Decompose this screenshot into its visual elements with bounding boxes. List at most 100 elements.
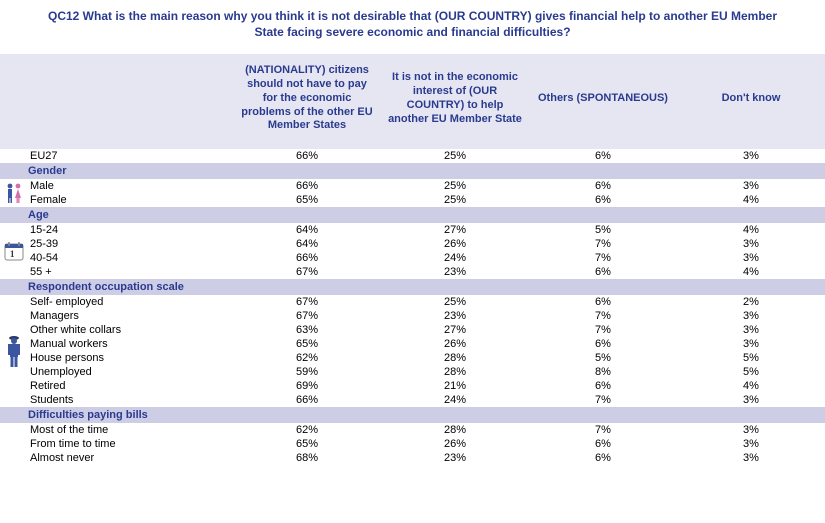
cell-value: 69% (233, 379, 381, 393)
cell-value: 4% (677, 265, 825, 279)
cell-value: 5% (529, 351, 677, 365)
cell-value: 66% (233, 251, 381, 265)
cell-value: 21% (381, 379, 529, 393)
table-row: Managers67%23%7%3% (0, 309, 825, 323)
cell-value: 6% (529, 437, 677, 451)
cell-value: 3% (677, 423, 825, 437)
section-header-row: Gender (0, 163, 825, 179)
section-header-label: Age (28, 207, 825, 223)
cell-value: 68% (233, 451, 381, 465)
cell-value: 59% (233, 365, 381, 379)
section-header-label: Gender (28, 163, 825, 179)
table-row: 55 +67%23%6%4% (0, 265, 825, 279)
gender-icon (0, 179, 28, 207)
cell-value: 63% (233, 323, 381, 337)
row-label: EU27 (28, 149, 233, 163)
table-row: Unemployed59%28%8%5% (0, 365, 825, 379)
row-label: 55 + (28, 265, 233, 279)
row-label: Retired (28, 379, 233, 393)
cell-value: 25% (381, 295, 529, 309)
cell-value: 3% (677, 251, 825, 265)
cell-value: 3% (677, 393, 825, 407)
cell-value: 7% (529, 323, 677, 337)
cell-value: 62% (233, 351, 381, 365)
cell-value: 2% (677, 295, 825, 309)
section-header-label: Difficulties paying bills (28, 407, 825, 423)
cell-value: 6% (529, 295, 677, 309)
column-headers-row: (NATIONALITY) citizens should not have t… (0, 54, 825, 143)
table-row: Other white collars63%27%7%3% (0, 323, 825, 337)
cell-value: 66% (233, 179, 381, 193)
cell-value: 3% (677, 337, 825, 351)
section-header-row: Difficulties paying bills (0, 407, 825, 423)
row-label: From time to time (28, 437, 233, 451)
crosstab-table: (NATIONALITY) citizens should not have t… (0, 54, 825, 465)
cell-value: 26% (381, 337, 529, 351)
row-label: Unemployed (28, 365, 233, 379)
cell-value: 3% (677, 309, 825, 323)
row-label: Male (28, 179, 233, 193)
cell-value: 67% (233, 265, 381, 279)
row-label: Managers (28, 309, 233, 323)
table-row: Female65%25%6%4% (0, 193, 825, 207)
cell-value: 5% (677, 351, 825, 365)
cell-value: 64% (233, 223, 381, 237)
cell-value: 24% (381, 393, 529, 407)
cell-value: 7% (529, 237, 677, 251)
cell-value: 25% (381, 149, 529, 163)
cell-value: 26% (381, 237, 529, 251)
cell-value: 7% (529, 251, 677, 265)
cell-value: 6% (529, 265, 677, 279)
section-header-label: Respondent occupation scale (28, 279, 825, 295)
table-row: From time to time65%26%6%3% (0, 437, 825, 451)
col-header-4: Don't know (677, 54, 825, 143)
cell-value: 65% (233, 437, 381, 451)
cell-value: 3% (677, 149, 825, 163)
cell-value: 4% (677, 193, 825, 207)
cell-value: 6% (529, 451, 677, 465)
row-label: Students (28, 393, 233, 407)
row-label: 15-24 (28, 223, 233, 237)
cell-value: 27% (381, 323, 529, 337)
table-row: 40-5466%24%7%3% (0, 251, 825, 265)
cell-value: 62% (233, 423, 381, 437)
table-row: House persons62%28%5%5% (0, 351, 825, 365)
section-icon-cell (0, 207, 28, 223)
cell-value: 27% (381, 223, 529, 237)
row-label: 40-54 (28, 251, 233, 265)
section-icon-cell (0, 407, 28, 423)
col-header-3: Others (SPONTANEOUS) (529, 54, 677, 143)
cell-value: 6% (529, 193, 677, 207)
table-row: Retired69%21%6%4% (0, 379, 825, 393)
cell-value: 26% (381, 437, 529, 451)
cell-value: 6% (529, 379, 677, 393)
cell-value: 28% (381, 351, 529, 365)
table-row: Self- employed67%25%6%2% (0, 295, 825, 309)
cell-value: 4% (677, 223, 825, 237)
row-label: Other white collars (28, 323, 233, 337)
table-row: Students66%24%7%3% (0, 393, 825, 407)
cell-value: 4% (677, 379, 825, 393)
col-header-1: (NATIONALITY) citizens should not have t… (233, 54, 381, 143)
cell-value: 65% (233, 337, 381, 351)
cell-value: 8% (529, 365, 677, 379)
cell-value: 25% (381, 179, 529, 193)
cell-value: 25% (381, 193, 529, 207)
cell-value: 6% (529, 337, 677, 351)
question-title: QC12 What is the main reason why you thi… (0, 0, 825, 54)
row-label: 25-39 (28, 237, 233, 251)
cell-value: 23% (381, 451, 529, 465)
section-icon-cell (0, 163, 28, 179)
row-label: Most of the time (28, 423, 233, 437)
table-row: Almost never68%23%6%3% (0, 451, 825, 465)
cell-value: 64% (233, 237, 381, 251)
cell-value: 23% (381, 309, 529, 323)
cell-value: 67% (233, 309, 381, 323)
cell-value: 7% (529, 309, 677, 323)
person-icon (0, 295, 28, 407)
row-label: Manual workers (28, 337, 233, 351)
cell-value: 23% (381, 265, 529, 279)
cell-value: 5% (529, 223, 677, 237)
cell-value: 66% (233, 149, 381, 163)
cell-value: 24% (381, 251, 529, 265)
